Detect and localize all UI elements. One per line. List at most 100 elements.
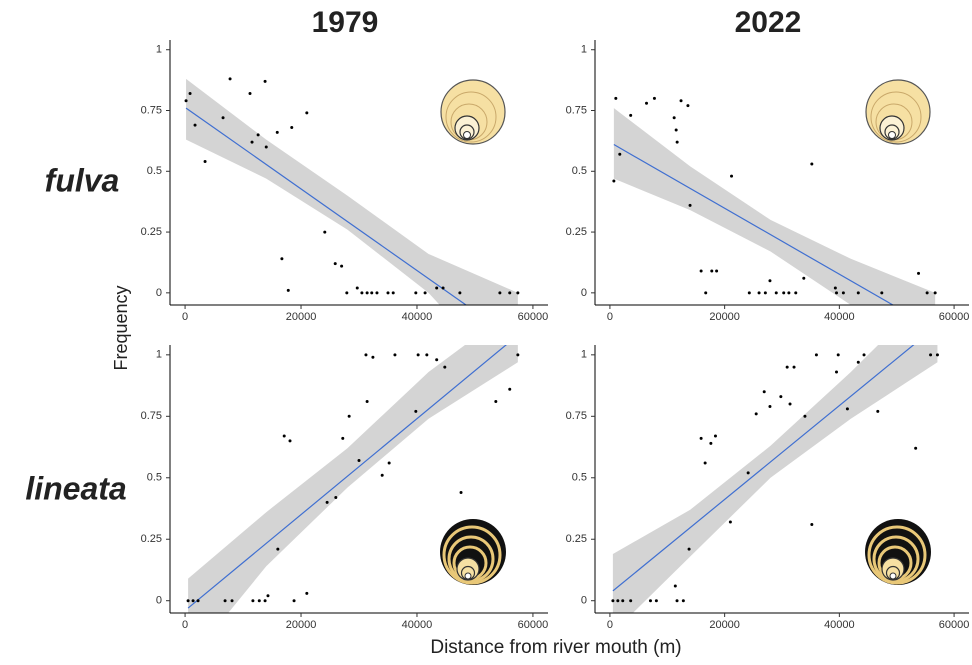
column-title: 1979 xyxy=(312,6,379,39)
y-tick-label: 1 xyxy=(156,44,162,56)
point xyxy=(835,371,838,374)
y-tick-label: 0.25 xyxy=(141,226,162,238)
point xyxy=(290,126,293,129)
point xyxy=(276,131,279,134)
point xyxy=(345,291,348,294)
x-tick-label: 20000 xyxy=(286,619,317,631)
point xyxy=(934,291,937,294)
x-tick-label: 20000 xyxy=(286,311,317,323)
y-tick-label: 0.75 xyxy=(566,410,587,422)
point xyxy=(381,474,384,477)
point xyxy=(516,291,519,294)
y-axis-label: Frequency xyxy=(111,285,131,370)
x-tick-label: 40000 xyxy=(824,619,855,631)
point xyxy=(688,548,691,551)
point xyxy=(682,599,685,602)
point xyxy=(341,437,344,440)
y-tick-label: 0.5 xyxy=(147,472,162,484)
point xyxy=(653,97,656,100)
y-tick-label: 1 xyxy=(156,349,162,361)
point xyxy=(289,439,292,442)
point xyxy=(655,599,658,602)
point xyxy=(876,410,879,413)
y-tick-label: 0.25 xyxy=(566,226,587,238)
point xyxy=(730,175,733,178)
point xyxy=(348,415,351,418)
point xyxy=(835,291,838,294)
point xyxy=(709,442,712,445)
point xyxy=(326,501,329,504)
point xyxy=(293,599,296,602)
x-tick-label: 40000 xyxy=(402,619,433,631)
point xyxy=(364,353,367,356)
point xyxy=(460,491,463,494)
point xyxy=(258,599,261,602)
point xyxy=(334,262,337,265)
snail-fulva xyxy=(441,80,505,144)
y-tick-label: 0 xyxy=(581,595,587,607)
point xyxy=(251,141,254,144)
point xyxy=(686,104,689,107)
point xyxy=(197,599,200,602)
point xyxy=(755,412,758,415)
plot-area xyxy=(188,306,518,663)
point xyxy=(815,353,818,356)
y-tick-label: 0 xyxy=(156,595,162,607)
point xyxy=(425,353,428,356)
point xyxy=(764,291,767,294)
point xyxy=(305,111,308,114)
point xyxy=(371,356,374,359)
point xyxy=(775,291,778,294)
point xyxy=(857,291,860,294)
point xyxy=(618,153,621,156)
point xyxy=(366,400,369,403)
figure: 1979 2022 fulva lineata Frequency Distan… xyxy=(0,0,972,665)
point xyxy=(494,400,497,403)
point xyxy=(914,447,917,450)
point xyxy=(222,116,225,119)
point xyxy=(386,291,389,294)
point xyxy=(305,592,308,595)
point xyxy=(276,548,279,551)
point xyxy=(189,92,192,95)
point xyxy=(926,291,929,294)
fit-line xyxy=(614,145,935,330)
point xyxy=(266,594,269,597)
point xyxy=(673,116,676,119)
point xyxy=(748,291,751,294)
column-title: 2022 xyxy=(735,6,802,39)
point xyxy=(264,80,267,83)
point xyxy=(782,291,785,294)
point xyxy=(810,162,813,165)
point xyxy=(689,204,692,207)
point xyxy=(649,599,652,602)
point xyxy=(229,77,232,80)
point xyxy=(710,269,713,272)
point xyxy=(704,462,707,465)
point xyxy=(224,599,227,602)
point xyxy=(424,291,427,294)
point xyxy=(414,291,417,294)
point xyxy=(392,291,395,294)
point xyxy=(789,403,792,406)
point xyxy=(700,437,703,440)
x-tick-label: 20000 xyxy=(709,619,740,631)
point xyxy=(388,462,391,465)
point xyxy=(674,584,677,587)
y-tick-label: 0.5 xyxy=(572,472,587,484)
point xyxy=(803,415,806,418)
point xyxy=(393,353,396,356)
point xyxy=(802,277,805,280)
point xyxy=(834,286,837,289)
point xyxy=(715,269,718,272)
point xyxy=(498,291,501,294)
x-tick-label: 0 xyxy=(182,311,188,323)
x-axis-label: Distance from river mouth (m) xyxy=(430,637,681,658)
point xyxy=(508,388,511,391)
x-tick-label: 20000 xyxy=(709,311,740,323)
row-label: lineata xyxy=(25,470,126,506)
point xyxy=(714,434,717,437)
point xyxy=(435,358,438,361)
point xyxy=(936,353,939,356)
